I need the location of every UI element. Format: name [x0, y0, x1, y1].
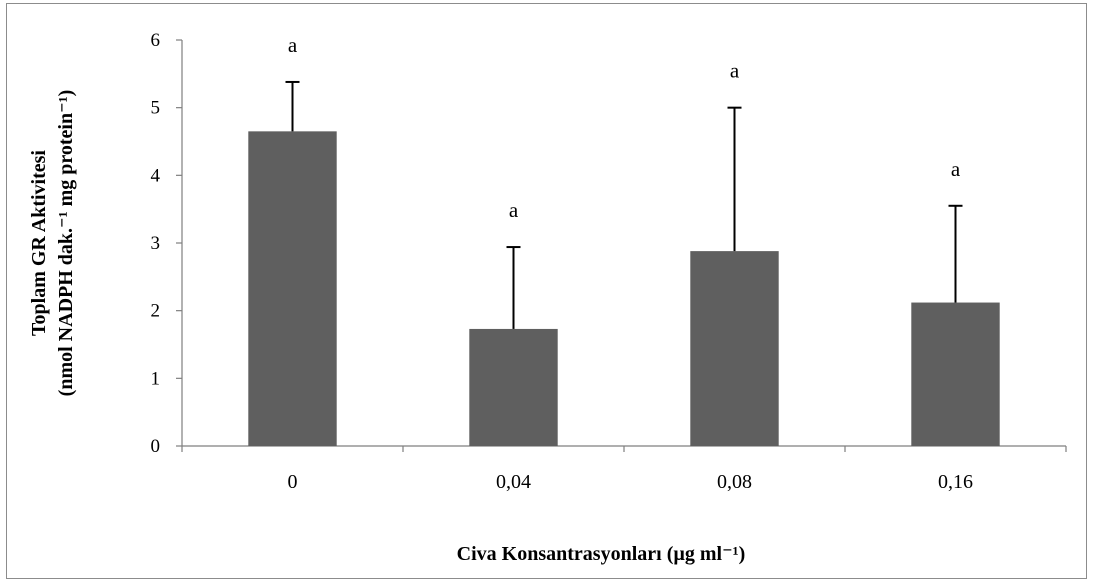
x-tick-label: 0,16 — [938, 471, 973, 493]
significance-letter: a — [951, 157, 961, 181]
y-tick-label: 4 — [151, 165, 161, 186]
y-tick-label: 1 — [151, 368, 161, 389]
error-bars — [285, 80, 963, 329]
bar — [690, 251, 779, 446]
x-tick-label: 0,04 — [496, 471, 531, 493]
bar — [248, 131, 337, 446]
x-tick-label: 0 — [288, 471, 298, 493]
y-ticks: 0 1 2 3 4 5 6 — [151, 30, 182, 457]
y-tick-label: 5 — [151, 98, 161, 119]
y-axis-title-line2: (nmol NADPH dak.⁻¹ mg protein⁻¹) — [55, 90, 77, 397]
chart-frame — [6, 3, 1087, 579]
significance-letter: a — [730, 59, 740, 83]
y-axis-title-line1: Toplam GR Aktivitesi — [28, 150, 50, 336]
x-ticks: 0 0,04 0,08 0,16 — [181, 446, 1067, 493]
bar — [911, 302, 1000, 446]
x-axis-title: Civa Konsantrasyonları (µg ml⁻¹) — [457, 543, 746, 565]
significance-letter: a — [288, 33, 298, 57]
y-tick-label: 2 — [151, 301, 161, 322]
x-tick-label: 0,08 — [717, 471, 752, 493]
significance-letter: a — [509, 198, 519, 222]
y-tick-label: 0 — [151, 436, 161, 457]
y-tick-label: 6 — [151, 30, 161, 51]
significance-letters: a a a a — [288, 33, 961, 222]
bar — [469, 328, 558, 446]
bars — [248, 131, 1000, 446]
y-tick-label: 3 — [151, 233, 161, 254]
